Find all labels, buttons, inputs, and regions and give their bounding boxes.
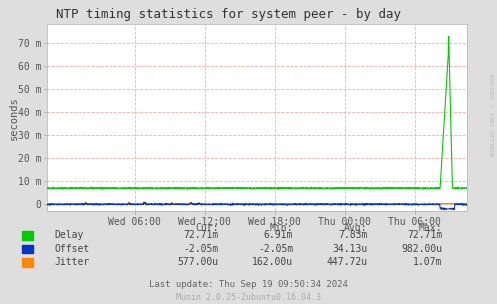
Text: 162.00u: 162.00u <box>252 257 293 267</box>
Text: Max:: Max: <box>419 223 442 233</box>
Text: Cur:: Cur: <box>195 223 219 233</box>
Text: Offset: Offset <box>55 244 90 254</box>
Text: 7.83m: 7.83m <box>338 230 368 240</box>
Text: 72.71m: 72.71m <box>407 230 442 240</box>
Text: -2.05m: -2.05m <box>258 244 293 254</box>
Text: -2.05m: -2.05m <box>183 244 219 254</box>
Text: Min:: Min: <box>270 223 293 233</box>
Text: 1.07m: 1.07m <box>413 257 442 267</box>
Text: 34.13u: 34.13u <box>332 244 368 254</box>
Text: Delay: Delay <box>55 230 84 240</box>
Y-axis label: seconds: seconds <box>9 96 19 140</box>
Text: Munin 2.0.25-2ubuntu0.16.04.3: Munin 2.0.25-2ubuntu0.16.04.3 <box>176 293 321 302</box>
Text: 6.91m: 6.91m <box>264 230 293 240</box>
Text: 447.72u: 447.72u <box>327 257 368 267</box>
Text: NTP timing statistics for system peer - by day: NTP timing statistics for system peer - … <box>56 8 401 21</box>
Text: Last update: Thu Sep 19 09:50:34 2024: Last update: Thu Sep 19 09:50:34 2024 <box>149 280 348 289</box>
Text: RRDTOOL / TOBI OETIKER: RRDTOOL / TOBI OETIKER <box>489 74 494 157</box>
Text: 577.00u: 577.00u <box>177 257 219 267</box>
Text: 982.00u: 982.00u <box>401 244 442 254</box>
Text: Jitter: Jitter <box>55 257 90 267</box>
Text: 72.71m: 72.71m <box>183 230 219 240</box>
Text: Avg:: Avg: <box>344 223 368 233</box>
